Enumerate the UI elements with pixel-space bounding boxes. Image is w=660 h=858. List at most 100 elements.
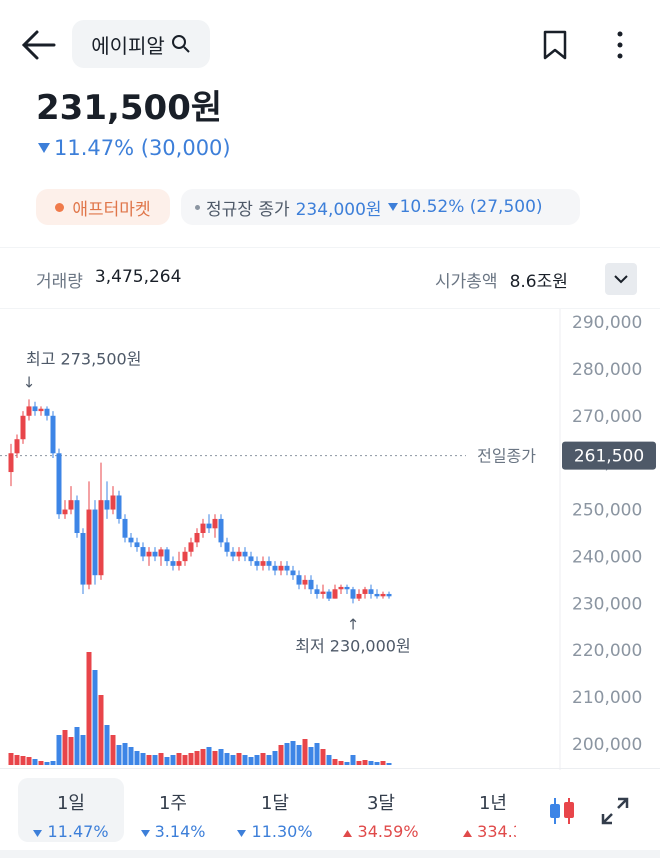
volume-bar: [386, 763, 392, 765]
volume-stat: 거래량 3,475,264: [36, 267, 181, 292]
volume-bar: [146, 755, 152, 765]
candle-body: [248, 556, 254, 562]
candle-body: [92, 509, 98, 576]
direction-icon: [237, 830, 247, 837]
volume-bar: [62, 730, 68, 765]
volume-bar: [188, 753, 194, 765]
candle-body: [290, 570, 296, 576]
candle-body: [176, 561, 182, 566]
dot: [195, 204, 200, 210]
candle-body: [140, 547, 146, 557]
y-tick-label: 250,000: [572, 501, 642, 521]
volume-bar: [44, 762, 50, 765]
volume-bar: [344, 762, 350, 765]
candle-body: [158, 549, 164, 557]
candle-body: [212, 518, 218, 529]
volume-bar: [296, 745, 302, 765]
candle-body: [302, 579, 308, 585]
tab-change: 11.47%: [18, 822, 124, 841]
volume-bar: [32, 759, 38, 765]
volume-bar: [122, 743, 128, 765]
y-tick-label: 290,000: [572, 313, 642, 333]
candle-body: [116, 495, 122, 519]
change-text: 11.47% (30,000): [54, 136, 231, 160]
period-tab[interactable]: 1년 334.3: [440, 778, 516, 842]
volume-bar: [248, 757, 254, 765]
candle-body: [8, 453, 14, 473]
tab-label: 1년: [478, 793, 507, 814]
volume-bar: [50, 761, 56, 765]
period-tab[interactable]: 1달 11.30%: [222, 778, 328, 842]
volume-bar: [218, 749, 224, 765]
more-button[interactable]: [612, 30, 628, 60]
back-button[interactable]: [20, 28, 56, 62]
candle-body: [332, 589, 338, 599]
chart-type-button[interactable]: [546, 796, 578, 826]
tab-label: 1달: [260, 793, 289, 814]
volume-bar: [128, 747, 134, 765]
y-tick-label: 270,000: [572, 407, 642, 427]
volume-bar: [308, 747, 314, 765]
volume-bar: [176, 753, 182, 765]
candle-body: [344, 586, 350, 590]
expand-stats-button[interactable]: [605, 263, 637, 295]
volume-bar: [212, 751, 218, 765]
tab-change: 34.59%: [328, 822, 434, 841]
tab-label: 1주: [158, 793, 187, 814]
volume-bar: [92, 670, 98, 765]
tab-label: 1일: [56, 793, 85, 814]
period-tab[interactable]: 1일 11.47%: [18, 778, 124, 842]
search-pill[interactable]: 에이피알: [72, 20, 210, 68]
period-tab[interactable]: 1주 3.14%: [120, 778, 226, 842]
volume-bar: [374, 762, 380, 765]
candle-body: [338, 586, 344, 590]
tab-change-text: 34.59%: [357, 822, 419, 841]
stat-value: 3,475,264: [94, 267, 182, 287]
prev-close-label: 261,500: [574, 447, 644, 467]
volume-bar: [242, 755, 248, 765]
candle-body: [14, 439, 20, 454]
candle-body: [314, 589, 320, 594]
period-tab[interactable]: 3달 34.59%: [328, 778, 434, 842]
fullscreen-button[interactable]: [600, 796, 630, 826]
candle-body: [200, 523, 206, 533]
volume-bar: [356, 761, 362, 765]
volume-bar: [326, 755, 332, 765]
candle-body: [182, 551, 188, 562]
tab-change: 334.3: [440, 822, 516, 841]
candle-body: [56, 453, 62, 515]
tag-text: 애프터마켓: [72, 199, 151, 220]
volume-bar: [110, 735, 116, 765]
cap-stat: 시가총액 8.6조원: [435, 267, 568, 292]
candle-body: [50, 415, 56, 454]
divider: [0, 768, 660, 769]
candle-body: [242, 551, 248, 557]
candle-body: [20, 415, 26, 440]
tab-change: 3.14%: [120, 822, 226, 841]
direction-icon: [463, 830, 473, 837]
high-annotation: 최고 273,500원: [26, 349, 141, 368]
candle-body: [326, 591, 332, 599]
volume-bar: [368, 761, 374, 765]
candle-body: [296, 575, 302, 585]
volume-bar: [350, 755, 356, 765]
divider: [0, 247, 660, 248]
bookmark-button[interactable]: [541, 30, 569, 60]
direction-icon: [38, 143, 50, 153]
tag-change: 10.52% (27,500): [399, 197, 543, 217]
candle-body: [38, 408, 44, 412]
y-tick-label: 200,000: [572, 735, 642, 755]
volume-bar: [278, 745, 284, 765]
candle-body: [320, 591, 326, 594]
candle-body: [374, 593, 380, 597]
y-tick-label: 210,000: [572, 688, 642, 708]
candle-body: [110, 495, 116, 510]
after-market-tag: 애프터마켓: [36, 189, 170, 225]
candle-body: [278, 565, 284, 571]
candle-body: [86, 509, 92, 585]
volume-bar: [266, 755, 272, 765]
low-annotation: 최저 230,000원: [295, 636, 410, 655]
candle-body: [44, 408, 50, 416]
prev-close-name: 전일종가: [477, 447, 536, 466]
current-price: 231,500원: [36, 88, 223, 128]
